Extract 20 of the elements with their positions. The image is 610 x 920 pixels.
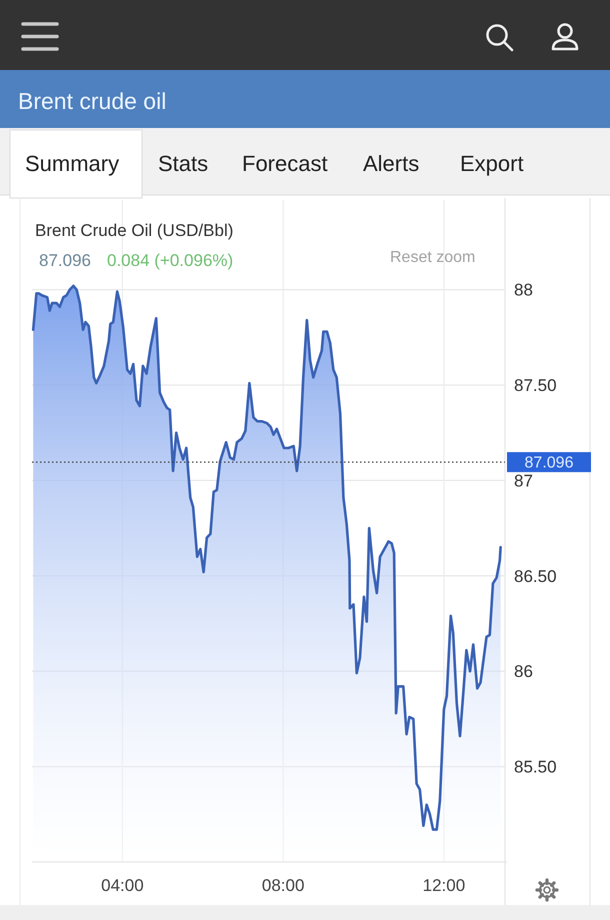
text: Alerts: [363, 151, 420, 176]
y-tick-label: 87: [514, 471, 533, 490]
text: Stats: [158, 151, 208, 176]
y-tick-label: 85.50: [514, 758, 557, 777]
text: Export: [460, 151, 524, 176]
ref-line-label: 87.096: [524, 454, 574, 472]
text: Brent crude oil: [18, 88, 166, 114]
annotation: 87.096: [39, 251, 91, 270]
x-tick-label: 08:00: [262, 876, 304, 895]
y-tick-label: 88: [514, 280, 533, 300]
annotation: Reset zoom: [390, 249, 476, 266]
y-tick-label: 86.50: [514, 566, 557, 586]
text: Summary: [25, 151, 120, 176]
y-tick-label: 87.50: [514, 376, 557, 396]
x-tick-label: 12:00: [422, 876, 466, 895]
text: Brent Crude Oil (USD/Bbl): [35, 221, 234, 240]
text: Forecast: [242, 151, 328, 176]
y-tick-label: 86: [514, 662, 533, 682]
x-tick-label: 04:00: [101, 876, 144, 895]
annotation: 0.084 (+0.096%): [107, 251, 234, 270]
